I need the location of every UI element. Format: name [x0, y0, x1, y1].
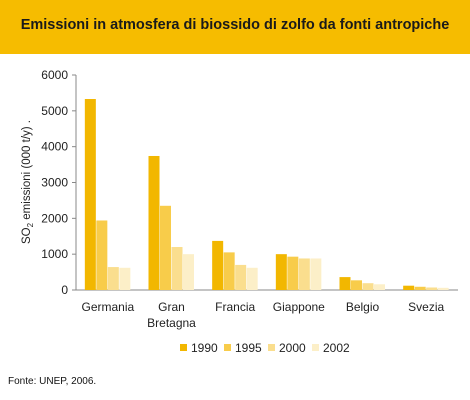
- bar-2002: [310, 258, 322, 290]
- chart: 0 1000 2000 3000 4000 5000 6000 SO2 emissioni (…: [21, 68, 458, 355]
- title-bar: Emissioni in atmosfera di biossido di zo…: [0, 0, 470, 54]
- y-tick-label: 1000: [41, 247, 68, 261]
- legend-swatch-1990: [180, 344, 187, 351]
- legend-swatch-2000: [268, 344, 275, 351]
- y-tick-label: 4000: [41, 140, 68, 154]
- bar-1995: [96, 220, 108, 290]
- bar-2000: [171, 247, 183, 290]
- bar-2000: [107, 267, 119, 290]
- x-tick-label: Giappone: [273, 300, 325, 314]
- legend-label-2002: 2002: [323, 341, 350, 355]
- legend-label-2000: 2000: [279, 341, 306, 355]
- x-tick-label: Bretagna: [147, 316, 196, 330]
- bar-1995: [351, 280, 362, 290]
- bar-1995: [414, 286, 426, 290]
- bar-1995: [287, 256, 299, 290]
- bar-2000: [235, 264, 247, 290]
- bar-2002: [374, 284, 385, 290]
- x-tick-label: Germania: [81, 300, 134, 314]
- bar-2002: [119, 267, 131, 290]
- bar-2000: [426, 287, 438, 290]
- legend-label-1995: 1995: [235, 341, 262, 355]
- x-tick-label: Svezia: [408, 300, 444, 314]
- legend-label-1990: 1990: [191, 341, 218, 355]
- page-title: Emissioni in atmosfera di biossido di zo…: [20, 17, 450, 33]
- y-tick-label: 0: [61, 283, 68, 297]
- bar-1990: [148, 155, 160, 290]
- bar-2002: [246, 267, 258, 290]
- bar-2000: [298, 258, 310, 290]
- x-tick-label: Francia: [215, 300, 255, 314]
- legend-swatch-1995: [224, 344, 231, 351]
- y-tick-label: 3000: [41, 176, 68, 190]
- bar-2002: [183, 254, 194, 290]
- y-tick-label: 5000: [41, 104, 68, 118]
- bar-1990: [212, 240, 224, 290]
- bar-1990: [339, 277, 351, 290]
- bar-1995: [160, 205, 171, 290]
- x-tick-label: Belgio: [346, 300, 380, 314]
- y-tick-label: 2000: [41, 211, 68, 225]
- y-tick-label: 6000: [41, 68, 68, 82]
- bar-1990: [275, 254, 287, 290]
- y-axis-title: SO2 emissioni (000 t/y) .: [21, 120, 35, 244]
- legend-swatch-2002: [312, 344, 319, 351]
- bar-2002: [437, 287, 449, 290]
- x-tick-label: Gran: [158, 300, 185, 314]
- source-note: Fonte: UNEP, 2006.: [8, 376, 97, 387]
- bar-2000: [362, 283, 374, 290]
- bar-1995: [223, 252, 235, 290]
- bar-1990: [84, 99, 96, 290]
- bar-1990: [403, 285, 415, 290]
